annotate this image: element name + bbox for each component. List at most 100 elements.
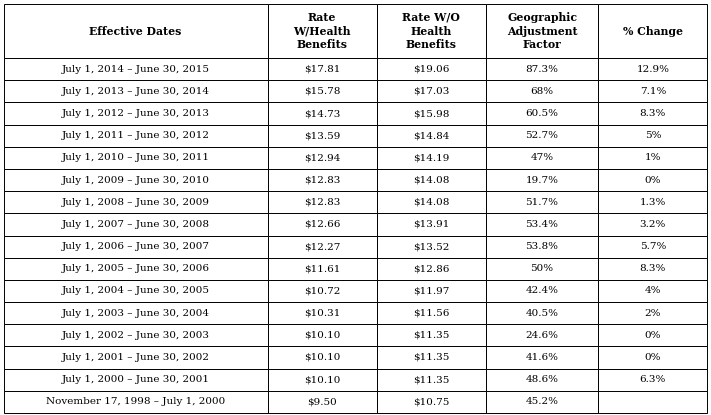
Text: 5.7%: 5.7% <box>640 242 666 251</box>
Text: % Change: % Change <box>623 26 683 37</box>
Bar <box>486 213 599 236</box>
Bar <box>486 258 599 280</box>
Bar <box>377 391 486 413</box>
Bar <box>486 4 599 58</box>
Text: $12.83: $12.83 <box>304 176 341 185</box>
Text: $13.91: $13.91 <box>413 220 449 229</box>
Bar <box>267 169 377 191</box>
Text: July 1, 2007 – June 30, 2008: July 1, 2007 – June 30, 2008 <box>62 220 210 229</box>
Text: 6.3%: 6.3% <box>640 375 666 384</box>
Text: 19.7%: 19.7% <box>525 176 559 185</box>
Text: $11.61: $11.61 <box>304 264 341 273</box>
Text: $10.10: $10.10 <box>304 331 341 340</box>
Text: 52.7%: 52.7% <box>525 131 559 140</box>
Text: 4%: 4% <box>645 286 661 295</box>
Bar <box>486 369 599 391</box>
Bar <box>377 213 486 236</box>
Text: July 1, 2011 – June 30, 2012: July 1, 2011 – June 30, 2012 <box>62 131 210 140</box>
Text: July 1, 2000 – June 30, 2001: July 1, 2000 – June 30, 2001 <box>62 375 210 384</box>
Bar <box>377 369 486 391</box>
Bar <box>4 147 267 169</box>
Text: $11.97: $11.97 <box>413 286 449 295</box>
Text: $14.84: $14.84 <box>413 131 449 140</box>
Bar <box>599 302 707 324</box>
Text: 0%: 0% <box>645 353 661 362</box>
Text: July 1, 2003 – June 30, 2004: July 1, 2003 – June 30, 2004 <box>62 309 210 317</box>
Text: 51.7%: 51.7% <box>525 198 559 207</box>
Bar <box>267 369 377 391</box>
Bar <box>267 58 377 80</box>
Text: 41.6%: 41.6% <box>525 353 559 362</box>
Bar <box>377 147 486 169</box>
Text: 1%: 1% <box>645 154 661 162</box>
Bar <box>4 191 267 213</box>
Bar <box>599 258 707 280</box>
Text: $10.10: $10.10 <box>304 375 341 384</box>
Bar <box>4 58 267 80</box>
Text: 5%: 5% <box>645 131 661 140</box>
Bar <box>377 80 486 103</box>
Text: $12.27: $12.27 <box>304 242 341 251</box>
Bar <box>267 236 377 258</box>
Text: July 1, 2012 – June 30, 2013: July 1, 2012 – June 30, 2013 <box>62 109 210 118</box>
Bar <box>486 391 599 413</box>
Bar <box>267 4 377 58</box>
Bar <box>267 258 377 280</box>
Text: July 1, 2013 – June 30, 2014: July 1, 2013 – June 30, 2014 <box>62 87 210 96</box>
Text: $11.56: $11.56 <box>413 309 449 317</box>
Bar <box>486 80 599 103</box>
Text: 12.9%: 12.9% <box>636 65 669 74</box>
Bar <box>599 391 707 413</box>
Text: 3.2%: 3.2% <box>640 220 666 229</box>
Text: $9.50: $9.50 <box>307 397 337 406</box>
Bar <box>599 103 707 124</box>
Bar <box>599 347 707 369</box>
Bar <box>377 58 486 80</box>
Bar <box>486 280 599 302</box>
Text: $14.08: $14.08 <box>413 176 449 185</box>
Bar <box>267 213 377 236</box>
Text: November 17, 1998 – July 1, 2000: November 17, 1998 – July 1, 2000 <box>46 397 225 406</box>
Text: 87.3%: 87.3% <box>525 65 559 74</box>
Text: July 1, 2009 – June 30, 2010: July 1, 2009 – June 30, 2010 <box>62 176 210 185</box>
Text: 2%: 2% <box>645 309 661 317</box>
Bar <box>267 280 377 302</box>
Text: 8.3%: 8.3% <box>640 109 666 118</box>
Text: Rate W/O
Health
Benefits: Rate W/O Health Benefits <box>402 12 460 50</box>
Bar <box>4 347 267 369</box>
Bar <box>599 147 707 169</box>
Text: $10.72: $10.72 <box>304 286 341 295</box>
Text: $13.52: $13.52 <box>413 242 449 251</box>
Text: $17.81: $17.81 <box>304 65 341 74</box>
Bar <box>377 4 486 58</box>
Bar <box>486 302 599 324</box>
Bar <box>599 369 707 391</box>
Bar <box>4 302 267 324</box>
Bar <box>599 236 707 258</box>
Text: 53.4%: 53.4% <box>525 220 559 229</box>
Bar <box>4 258 267 280</box>
Bar <box>377 191 486 213</box>
Bar <box>486 103 599 124</box>
Bar <box>377 124 486 147</box>
Bar <box>4 4 267 58</box>
Text: $10.75: $10.75 <box>413 397 449 406</box>
Text: July 1, 2010 – June 30, 2011: July 1, 2010 – June 30, 2011 <box>62 154 210 162</box>
Text: 47%: 47% <box>530 154 554 162</box>
Text: 42.4%: 42.4% <box>525 286 559 295</box>
Text: 0%: 0% <box>645 331 661 340</box>
Text: 60.5%: 60.5% <box>525 109 559 118</box>
Bar <box>4 391 267 413</box>
Bar <box>377 103 486 124</box>
Bar <box>377 236 486 258</box>
Text: 24.6%: 24.6% <box>525 331 559 340</box>
Bar <box>4 80 267 103</box>
Text: 7.1%: 7.1% <box>640 87 666 96</box>
Text: $11.35: $11.35 <box>413 353 449 362</box>
Bar <box>486 147 599 169</box>
Text: Geographic
Adjustment
Factor: Geographic Adjustment Factor <box>507 12 577 50</box>
Text: $17.03: $17.03 <box>413 87 449 96</box>
Text: July 1, 2006 – June 30, 2007: July 1, 2006 – June 30, 2007 <box>62 242 210 251</box>
Bar <box>599 213 707 236</box>
Text: 68%: 68% <box>530 87 554 96</box>
